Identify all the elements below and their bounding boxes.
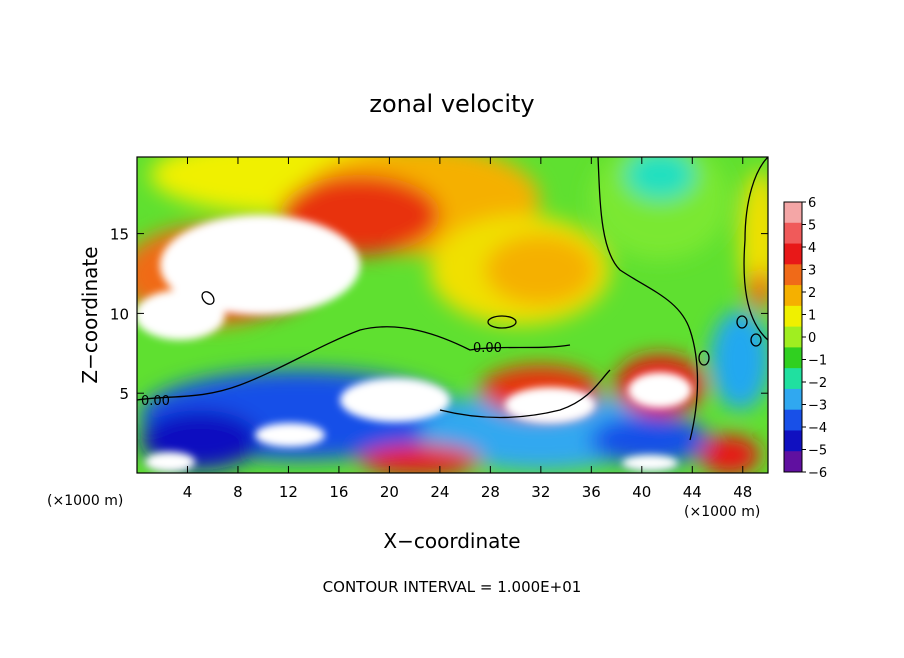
colorbar-swatch: [784, 368, 802, 390]
colorbar-swatch: [784, 326, 802, 348]
x-tick-label: 16: [329, 483, 348, 501]
colorbar-swatch: [784, 451, 802, 473]
chart-title: zonal velocity: [369, 90, 534, 118]
x-tick-label: 44: [683, 483, 702, 501]
x-tick-label: 28: [481, 483, 500, 501]
x-tick-label: 32: [531, 483, 550, 501]
heatmap-field: [137, 157, 768, 473]
x-tick-label: 24: [430, 483, 449, 501]
colorbar-swatch: [784, 347, 802, 369]
x-tick-label: 40: [632, 483, 651, 501]
y-tick-label: 10: [110, 305, 129, 323]
x-tick-label: 20: [380, 483, 399, 501]
plot-frame: [136, 156, 769, 474]
colorbar-swatch: [784, 305, 802, 328]
colorbar-swatch: [784, 409, 802, 431]
colorbar-label: 4: [808, 241, 816, 256]
colorbar-label: −1: [808, 354, 827, 369]
x-tick-label: 4: [183, 483, 193, 501]
colorbar-swatch: [784, 285, 802, 307]
colorbar-swatch: [784, 388, 802, 411]
x-unit-label-right: (×1000 m): [684, 504, 760, 520]
colorbar-label: 1: [808, 309, 816, 324]
contour-label: 0.00: [141, 394, 170, 409]
colorbar-swatch: [784, 430, 802, 452]
x-tick-label: 48: [733, 483, 752, 501]
colorbar: 6 5 4 3 2 1 0 −1 −2 −3 −4 −5 −6: [783, 196, 827, 481]
colorbar-label: −6: [808, 466, 827, 481]
colorbar-label: −3: [808, 399, 827, 414]
contour-label: 0.00: [473, 341, 502, 356]
x-tick-label: 12: [279, 483, 298, 501]
x-unit-label-left: (×1000 m): [47, 493, 123, 509]
x-axis: 4 8 12 16 20 24 28 32 36 40 44 48: [183, 157, 752, 501]
colorbar-swatch: [784, 222, 802, 245]
colorbar-swatch: [784, 243, 802, 265]
colorbar-label: 0: [808, 331, 816, 346]
x-axis-title: X−coordinate: [383, 529, 520, 553]
colorbar-label: 3: [808, 264, 816, 279]
y-axis: 5 10 15: [110, 226, 768, 403]
y-axis-title: Z−coordinate: [78, 246, 102, 383]
colorbar-label: 6: [808, 196, 816, 211]
colorbar-label: 5: [808, 219, 816, 234]
contour-interval-note: CONTOUR INTERVAL = 1.000E+01: [323, 578, 582, 596]
x-tick-label: 36: [582, 483, 601, 501]
y-tick-label: 5: [119, 385, 129, 403]
colorbar-label: −4: [808, 421, 827, 436]
colorbar-label: −5: [808, 444, 827, 459]
colorbar-label: −2: [808, 376, 827, 391]
x-tick-label: 8: [233, 483, 243, 501]
colorbar-label: 2: [808, 286, 816, 301]
colorbar-swatch: [784, 202, 802, 224]
colorbar-swatch: [784, 264, 802, 286]
y-tick-label: 15: [110, 226, 129, 244]
